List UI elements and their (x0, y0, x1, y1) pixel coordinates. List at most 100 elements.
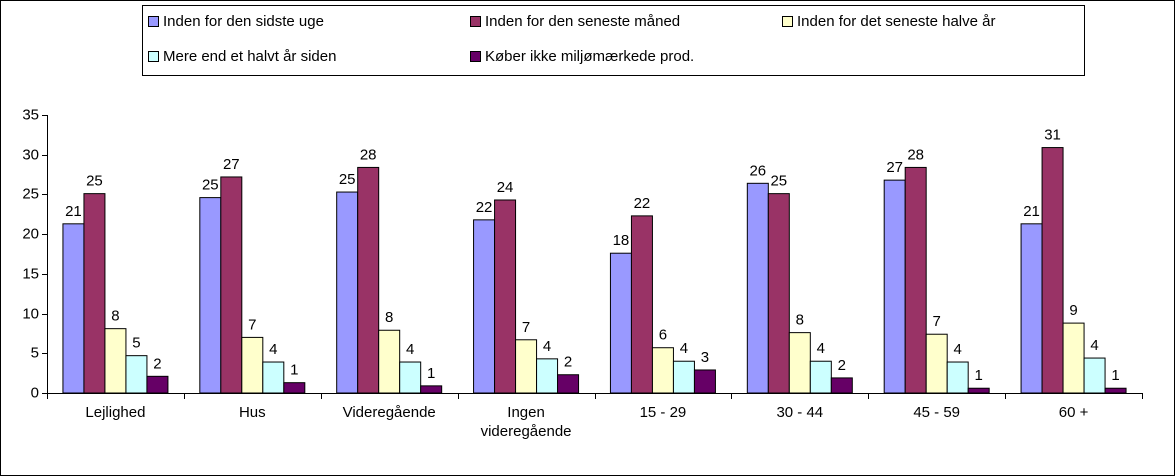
data-label: 4 (269, 341, 277, 358)
data-label: 2 (153, 355, 161, 372)
data-label: 25 (770, 173, 787, 190)
data-label: 24 (497, 179, 514, 196)
y-tick-label: 25 (22, 185, 39, 202)
bar (62, 223, 85, 394)
data-label: 8 (111, 308, 119, 325)
data-label: 25 (86, 173, 103, 190)
bar (1020, 223, 1043, 394)
data-label: 28 (907, 146, 924, 163)
data-label: 26 (749, 162, 766, 179)
data-label: 4 (406, 341, 414, 358)
data-label: 4 (817, 340, 825, 357)
bar (672, 360, 695, 394)
bar (336, 191, 359, 394)
data-label: 4 (543, 338, 551, 355)
bar (830, 377, 853, 394)
data-label: 2 (838, 357, 846, 374)
y-tick-label: 30 (22, 146, 39, 163)
data-label: 7 (248, 316, 256, 333)
bar (557, 374, 580, 394)
data-label: 25 (339, 171, 356, 188)
bar (473, 219, 496, 394)
data-label: 8 (385, 309, 393, 326)
data-label: 7 (522, 319, 530, 336)
data-label: 25 (202, 177, 219, 194)
data-label: 28 (360, 146, 377, 163)
x-tick-label-box: Hus (238, 404, 266, 421)
bar (378, 329, 401, 394)
bar (630, 215, 653, 394)
data-label: 2 (564, 354, 572, 371)
legend-label: Mere end et halvt år siden (163, 48, 336, 65)
data-label: 1 (427, 365, 435, 382)
data-label: 9 (1069, 302, 1077, 319)
y-tick-label: 0 (31, 384, 39, 401)
bar (125, 355, 148, 394)
data-label: 1 (975, 367, 983, 384)
bar (220, 176, 243, 394)
bar (946, 361, 969, 394)
bar (399, 361, 422, 394)
legend-swatch (782, 16, 793, 27)
y-tick-label: 15 (22, 265, 39, 282)
x-tick-label: Hus (238, 404, 266, 421)
x-tick-label: 15 - 29 (639, 404, 687, 421)
bar (809, 360, 832, 394)
x-tick-label: Ingen videregående (480, 404, 572, 440)
bar (283, 382, 306, 394)
y-tick-label: 20 (22, 225, 39, 242)
bar (494, 199, 517, 394)
x-tick-label-box: Videregående (342, 404, 436, 421)
bar (1104, 387, 1127, 394)
bar (83, 193, 106, 394)
data-label: 5 (132, 335, 140, 352)
y-tick-label: 10 (22, 305, 39, 322)
data-label: 4 (954, 341, 962, 358)
legend-label: Inden for den seneste måned (485, 13, 680, 30)
data-label: 22 (634, 195, 651, 212)
data-label: 21 (1023, 203, 1040, 220)
legend-label: Inden for den sidste uge (163, 13, 324, 30)
data-label: 4 (680, 340, 688, 357)
bar (967, 387, 990, 394)
legend-swatch (470, 51, 481, 62)
data-label: 7 (933, 313, 941, 330)
data-label: 3 (701, 349, 709, 366)
data-label: 8 (796, 312, 804, 329)
data-label: 27 (886, 159, 903, 176)
bar (536, 358, 559, 394)
x-tick-label-box: 45 - 59 (913, 404, 961, 421)
bar (746, 182, 769, 394)
legend-swatch (148, 51, 159, 62)
data-label: 1 (290, 362, 298, 379)
x-tick-label: 45 - 59 (913, 404, 961, 421)
bar (651, 347, 674, 394)
bar (146, 375, 169, 394)
data-label: 27 (223, 156, 240, 173)
data-label: 1 (1111, 367, 1119, 384)
x-tick-label: Videregående (342, 404, 436, 421)
legend-box (142, 5, 1085, 76)
bar (1062, 322, 1085, 394)
legend-label: Inden for det seneste halve år (797, 13, 995, 30)
bar (420, 385, 443, 394)
bar (609, 252, 632, 394)
data-label: 6 (659, 327, 667, 344)
bar (883, 179, 906, 394)
legend-swatch (148, 16, 159, 27)
bar (767, 193, 790, 394)
legend-swatch (470, 16, 481, 27)
bar (199, 197, 222, 394)
bar (262, 361, 285, 394)
x-tick-label-box: 15 - 29 (639, 404, 687, 421)
bar (904, 166, 927, 394)
bar (104, 328, 127, 394)
x-tick-label-box: Ingen videregående (480, 404, 572, 440)
bar (788, 332, 811, 394)
x-tick-label-box: Lejlighed (85, 404, 146, 421)
bar (1041, 147, 1064, 394)
x-tick-label: Lejlighed (85, 404, 146, 421)
bar (925, 333, 948, 394)
